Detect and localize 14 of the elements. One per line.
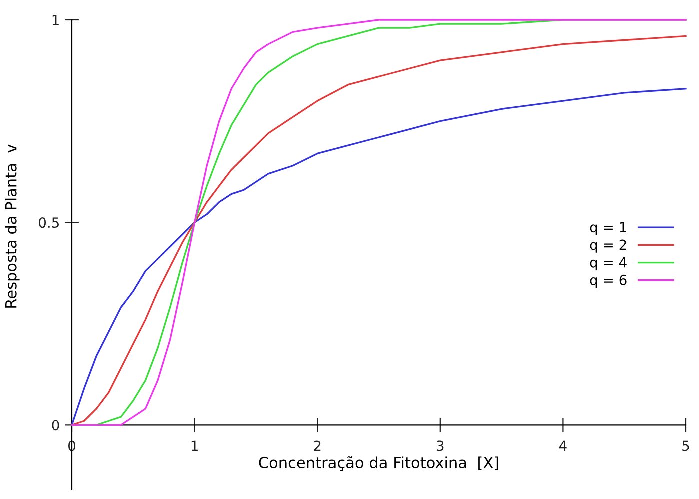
- x-tick-label: 3: [437, 440, 444, 452]
- x-axis-title: Concentração da Fitotoxina [X]: [259, 456, 498, 472]
- x-tick-label: 4: [559, 440, 567, 452]
- y-tick-label: 0.5: [39, 218, 59, 228]
- legend-label: q = 6: [590, 274, 627, 288]
- legend-label: q = 2: [590, 240, 626, 253]
- y-tick-label: 1: [52, 15, 59, 26]
- legend-label: q = 4: [590, 258, 627, 271]
- x-tick-label: 2: [314, 440, 321, 452]
- x-tick-label: 5: [682, 440, 690, 452]
- legend-label: q = 1: [590, 222, 626, 236]
- y-tick-label: 0: [52, 420, 60, 431]
- y-axis-title: Resposta da Planta v: [5, 144, 20, 308]
- x-tick-label: 1: [192, 440, 198, 452]
